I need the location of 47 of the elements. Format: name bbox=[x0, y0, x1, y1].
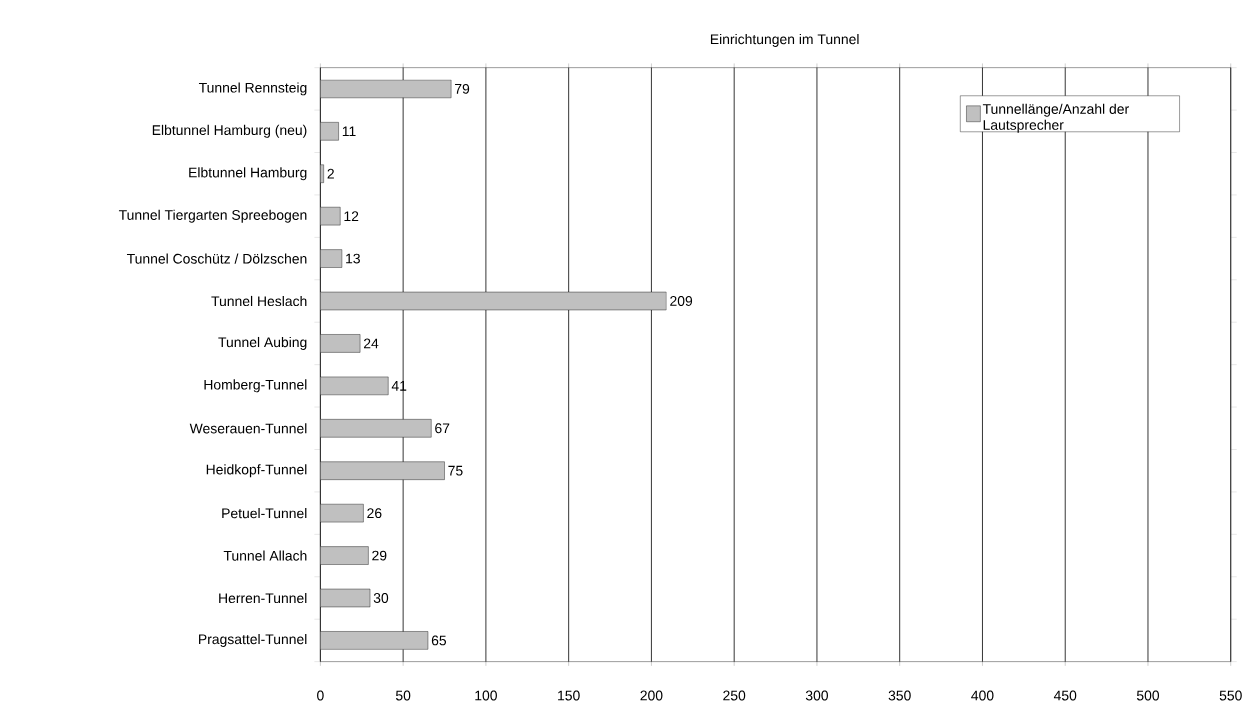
x-tick-label: 150 bbox=[558, 690, 580, 701]
x-tick-label: 350 bbox=[888, 690, 911, 701]
x-tick-label: 450 bbox=[1053, 690, 1077, 701]
data-label: 41 bbox=[391, 380, 407, 391]
y-tick-label: Tunnel Aubing bbox=[218, 336, 307, 350]
y-tick-label: Elbtunnel Hamburg (neu) bbox=[152, 124, 307, 138]
bar bbox=[320, 334, 361, 353]
data-label: 65 bbox=[431, 635, 447, 646]
data-label: 12 bbox=[344, 211, 359, 221]
data-label: 30 bbox=[373, 592, 389, 603]
y-tick-label: Pragsattel-Tunnel bbox=[199, 633, 307, 647]
y-tick-label: Heidkopf-Tunnel bbox=[206, 464, 307, 478]
bar bbox=[320, 461, 445, 480]
legend-label: Tunnellänge/Anzahl der Lautsprecher bbox=[982, 103, 1129, 133]
data-label: 79 bbox=[455, 83, 470, 94]
x-tick-label: 250 bbox=[723, 690, 746, 701]
y-tick-label: Weserauen-Tunnel bbox=[189, 423, 307, 434]
x-tick-label: 400 bbox=[971, 690, 994, 701]
data-label: 11 bbox=[342, 126, 356, 136]
chart-title: Einrichtungen im Tunnel bbox=[710, 33, 859, 47]
y-tick-label: Elbtunnel Hamburg bbox=[189, 167, 307, 181]
y-tick-label: Tunnel Allach bbox=[223, 550, 307, 561]
y-tick-label: Petuel-Tunnel bbox=[222, 507, 307, 519]
y-tick-label: Herren-Tunnel bbox=[219, 592, 307, 603]
bar bbox=[320, 546, 369, 565]
y-tick-label: Tunnel Tiergarten Spreebogen bbox=[118, 209, 307, 223]
y-tick-label: Tunnel Coschütz / Dölzschen bbox=[126, 253, 307, 264]
y-tick-label: Tunnel Rennsteig bbox=[198, 82, 307, 96]
bar bbox=[320, 631, 429, 650]
x-tick-label: 550 bbox=[1219, 690, 1242, 701]
x-tick-label: 50 bbox=[395, 690, 411, 701]
y-tick-label: Homberg-Tunnel bbox=[204, 379, 307, 393]
data-label: 209 bbox=[670, 295, 693, 306]
x-tick-label: 100 bbox=[475, 690, 497, 701]
bar bbox=[320, 418, 432, 438]
x-tick-label: 0 bbox=[317, 690, 324, 701]
data-label: 67 bbox=[435, 423, 450, 434]
data-label: 13 bbox=[346, 253, 360, 264]
data-label: 26 bbox=[367, 508, 382, 518]
x-tick-label: 200 bbox=[640, 690, 663, 701]
data-label: 24 bbox=[363, 338, 379, 349]
y-tick-label: Tunnel Heslach bbox=[211, 295, 307, 306]
x-tick-label: 300 bbox=[805, 690, 829, 701]
data-label: 75 bbox=[448, 465, 463, 476]
data-label: 29 bbox=[372, 550, 387, 561]
data-label: 2 bbox=[327, 168, 334, 179]
x-tick-label: 500 bbox=[1136, 690, 1160, 701]
